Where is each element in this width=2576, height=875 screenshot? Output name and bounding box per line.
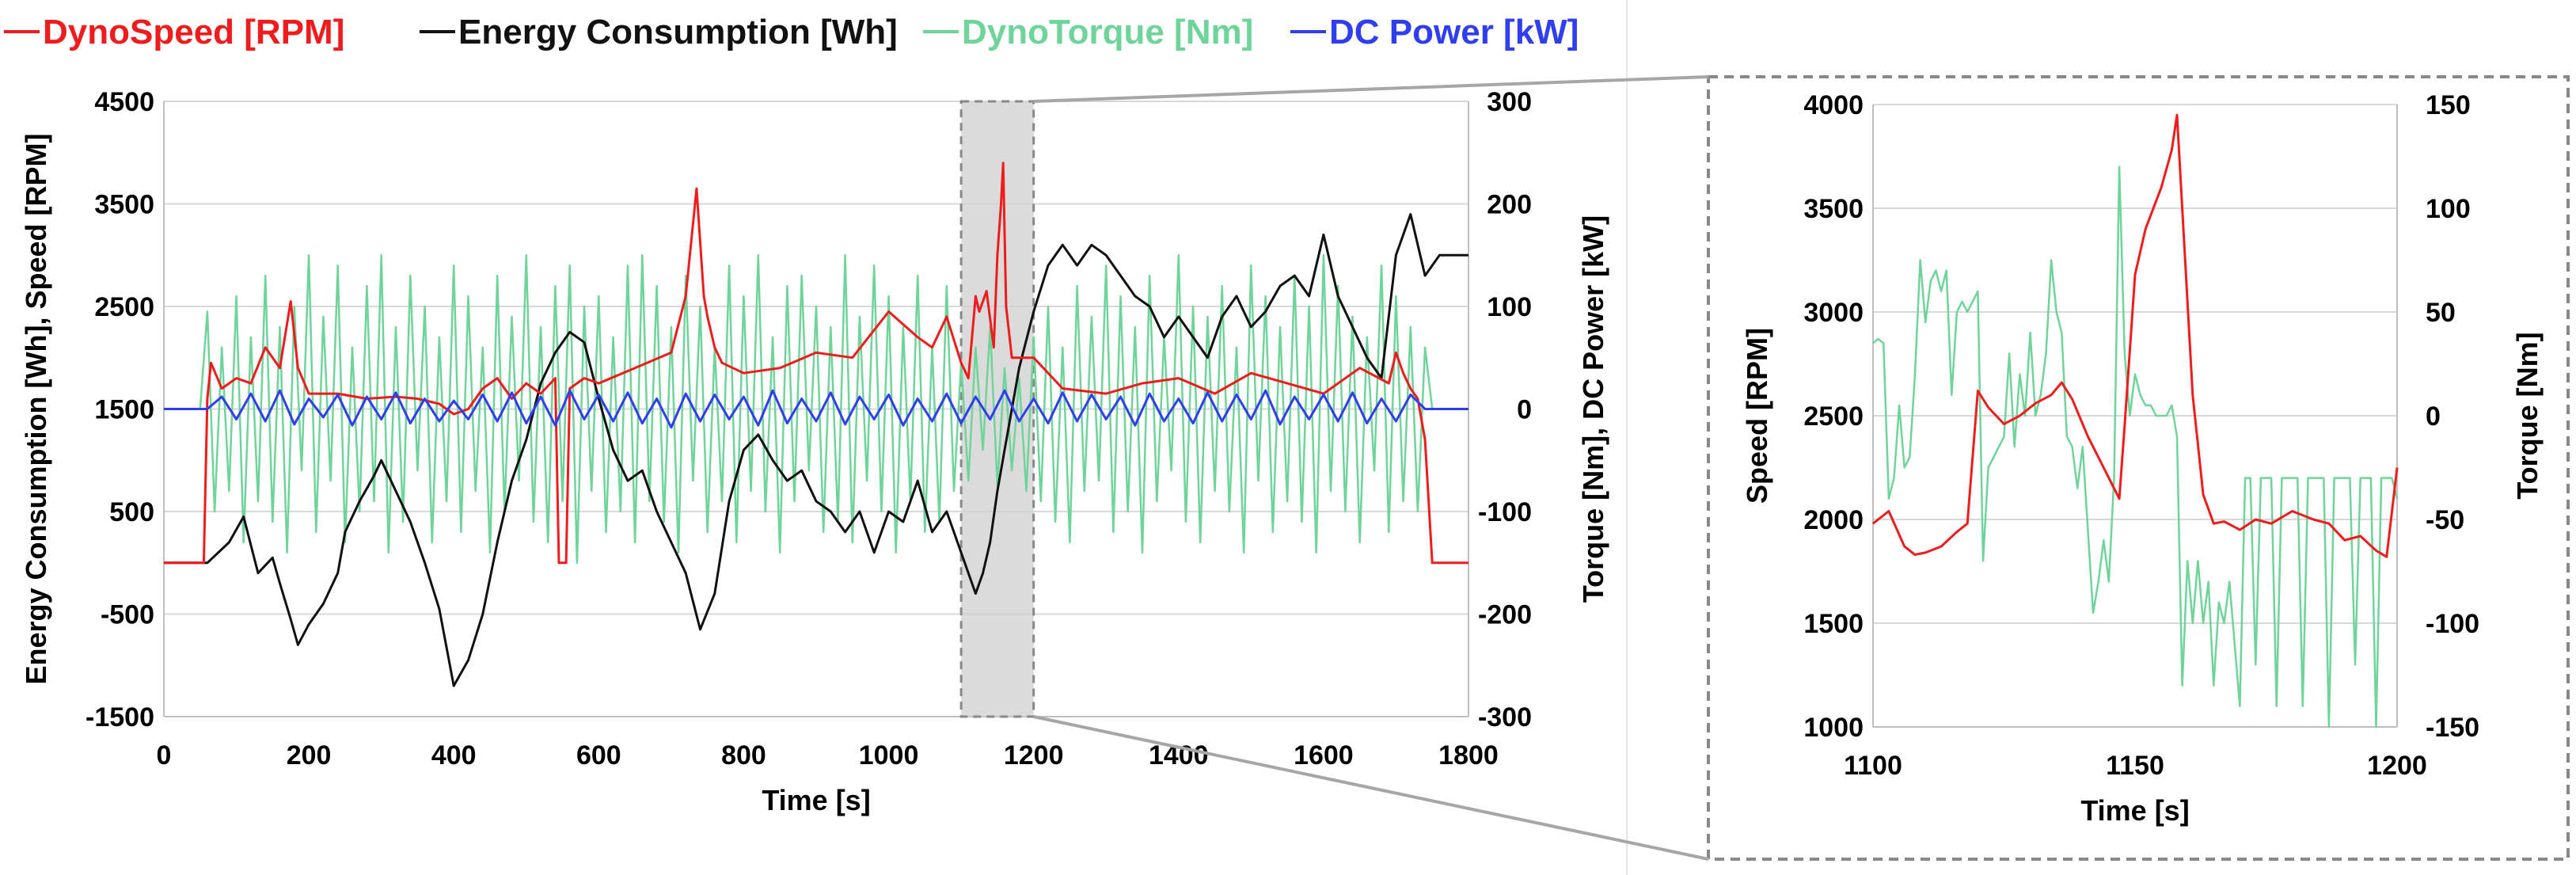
- x-tick-label: 1600: [1294, 740, 1354, 770]
- y-left-tick-label: 4000: [1803, 90, 1864, 120]
- x-tick-label: 600: [576, 740, 621, 770]
- y-right-tick-label: 50: [2426, 298, 2456, 328]
- y-right-tick-label: -150: [2426, 713, 2479, 743]
- zoom-chart: 4000 3500 3000 2500 2000 1500 1000 150 100 50 0 -50…: [1741, 90, 2544, 827]
- y-left-tick-label: 3500: [94, 190, 154, 220]
- y-right-tick-label: -100: [2426, 609, 2479, 639]
- y-left-axis-title: Energy Consumption [Wh], Speed [RPM]: [20, 134, 52, 685]
- y-left-tick-label: 1500: [94, 395, 154, 425]
- x-tick-label: 800: [721, 740, 766, 770]
- x-tick-label: 1200: [1004, 740, 1064, 770]
- series-line-power: [164, 389, 1468, 429]
- legend-label-energy: Energy Consumption [Wh]: [458, 13, 898, 51]
- zoom-panel-frame: [1707, 75, 2570, 861]
- x-tick-label: 0: [157, 740, 172, 770]
- x-tick-label: 200: [287, 740, 332, 770]
- legend-item-speed: DynoSpeed [RPM]: [4, 13, 344, 51]
- y-left-tick-label: 2500: [1803, 401, 1864, 432]
- legend: DynoSpeed [RPM] Energy Consumption [Wh] …: [4, 13, 1579, 51]
- y-left-tick-label: 2500: [94, 292, 154, 322]
- y-left-tick-label: 1500: [1803, 609, 1864, 639]
- y-right-axis-title: Torque [Nm], DC Power [kW]: [1577, 215, 1609, 603]
- legend-label-power: DC Power [kW]: [1329, 13, 1579, 51]
- y-left-tick-label: 3500: [1803, 194, 1864, 224]
- main-chart: 4500350025001500500-500-15003002001000-1…: [20, 87, 1609, 816]
- zoom-connector-top: [1033, 75, 1709, 103]
- series-line-speed: [1872, 113, 2399, 558]
- y-left-tick-label: 1000: [1803, 713, 1864, 743]
- y-right-tick-label: 300: [1487, 87, 1532, 117]
- y-right-tick-label: -300: [1478, 702, 1532, 732]
- x-axis-title: Time [s]: [2080, 794, 2189, 827]
- y-left-tick-label: 3000: [1803, 298, 1864, 328]
- series-line-speed: [164, 162, 1468, 565]
- y-left-tick-label: -500: [101, 600, 154, 630]
- y-right-axis-title: Torque [Nm]: [2511, 332, 2544, 499]
- zoom-connectors: [1033, 75, 2570, 861]
- x-tick-label: 1200: [2367, 751, 2427, 781]
- y-right-tick-label: -200: [1478, 600, 1532, 630]
- x-tick-label: 400: [431, 740, 477, 770]
- x-tick-label: 1400: [1149, 740, 1209, 770]
- x-tick-label: 1000: [859, 740, 919, 770]
- y-right-tick-label: -50: [2426, 505, 2464, 535]
- y-left-tick-label: 500: [109, 497, 154, 527]
- legend-item-power: DC Power [kW]: [1290, 13, 1579, 51]
- y-right-tick-label: 150: [2426, 90, 2471, 120]
- y-right-tick-label: 200: [1487, 190, 1532, 220]
- x-tick-label: 1100: [1844, 751, 1902, 781]
- y-left-axis-title: Speed [RPM]: [1741, 328, 1773, 504]
- y-right-tick-label: 100: [1487, 292, 1532, 322]
- series-line-torque: [1872, 165, 2399, 729]
- x-axis-title: Time [s]: [762, 784, 870, 816]
- series-line-energy: [164, 213, 1468, 687]
- series-line-torque: [199, 254, 1434, 565]
- zoom-connector-bottom: [1033, 715, 1709, 861]
- x-tick-label: 1150: [2106, 751, 2164, 781]
- y-left-tick-label: 4500: [94, 87, 154, 117]
- y-left-tick-label: -1500: [85, 702, 154, 732]
- legend-item-torque: DynoTorque [Nm]: [923, 13, 1253, 51]
- y-right-tick-label: 0: [1517, 395, 1532, 425]
- y-right-tick-label: 0: [2426, 401, 2441, 432]
- legend-label-torque: DynoTorque [Nm]: [962, 13, 1253, 51]
- legend-item-energy: Energy Consumption [Wh]: [420, 13, 898, 51]
- x-tick-label: 1800: [1438, 740, 1499, 770]
- y-right-tick-label: 100: [2426, 194, 2471, 224]
- y-left-tick-label: 2000: [1803, 505, 1864, 535]
- y-right-tick-label: -100: [1478, 497, 1532, 527]
- legend-label-speed: DynoSpeed [RPM]: [43, 13, 344, 51]
